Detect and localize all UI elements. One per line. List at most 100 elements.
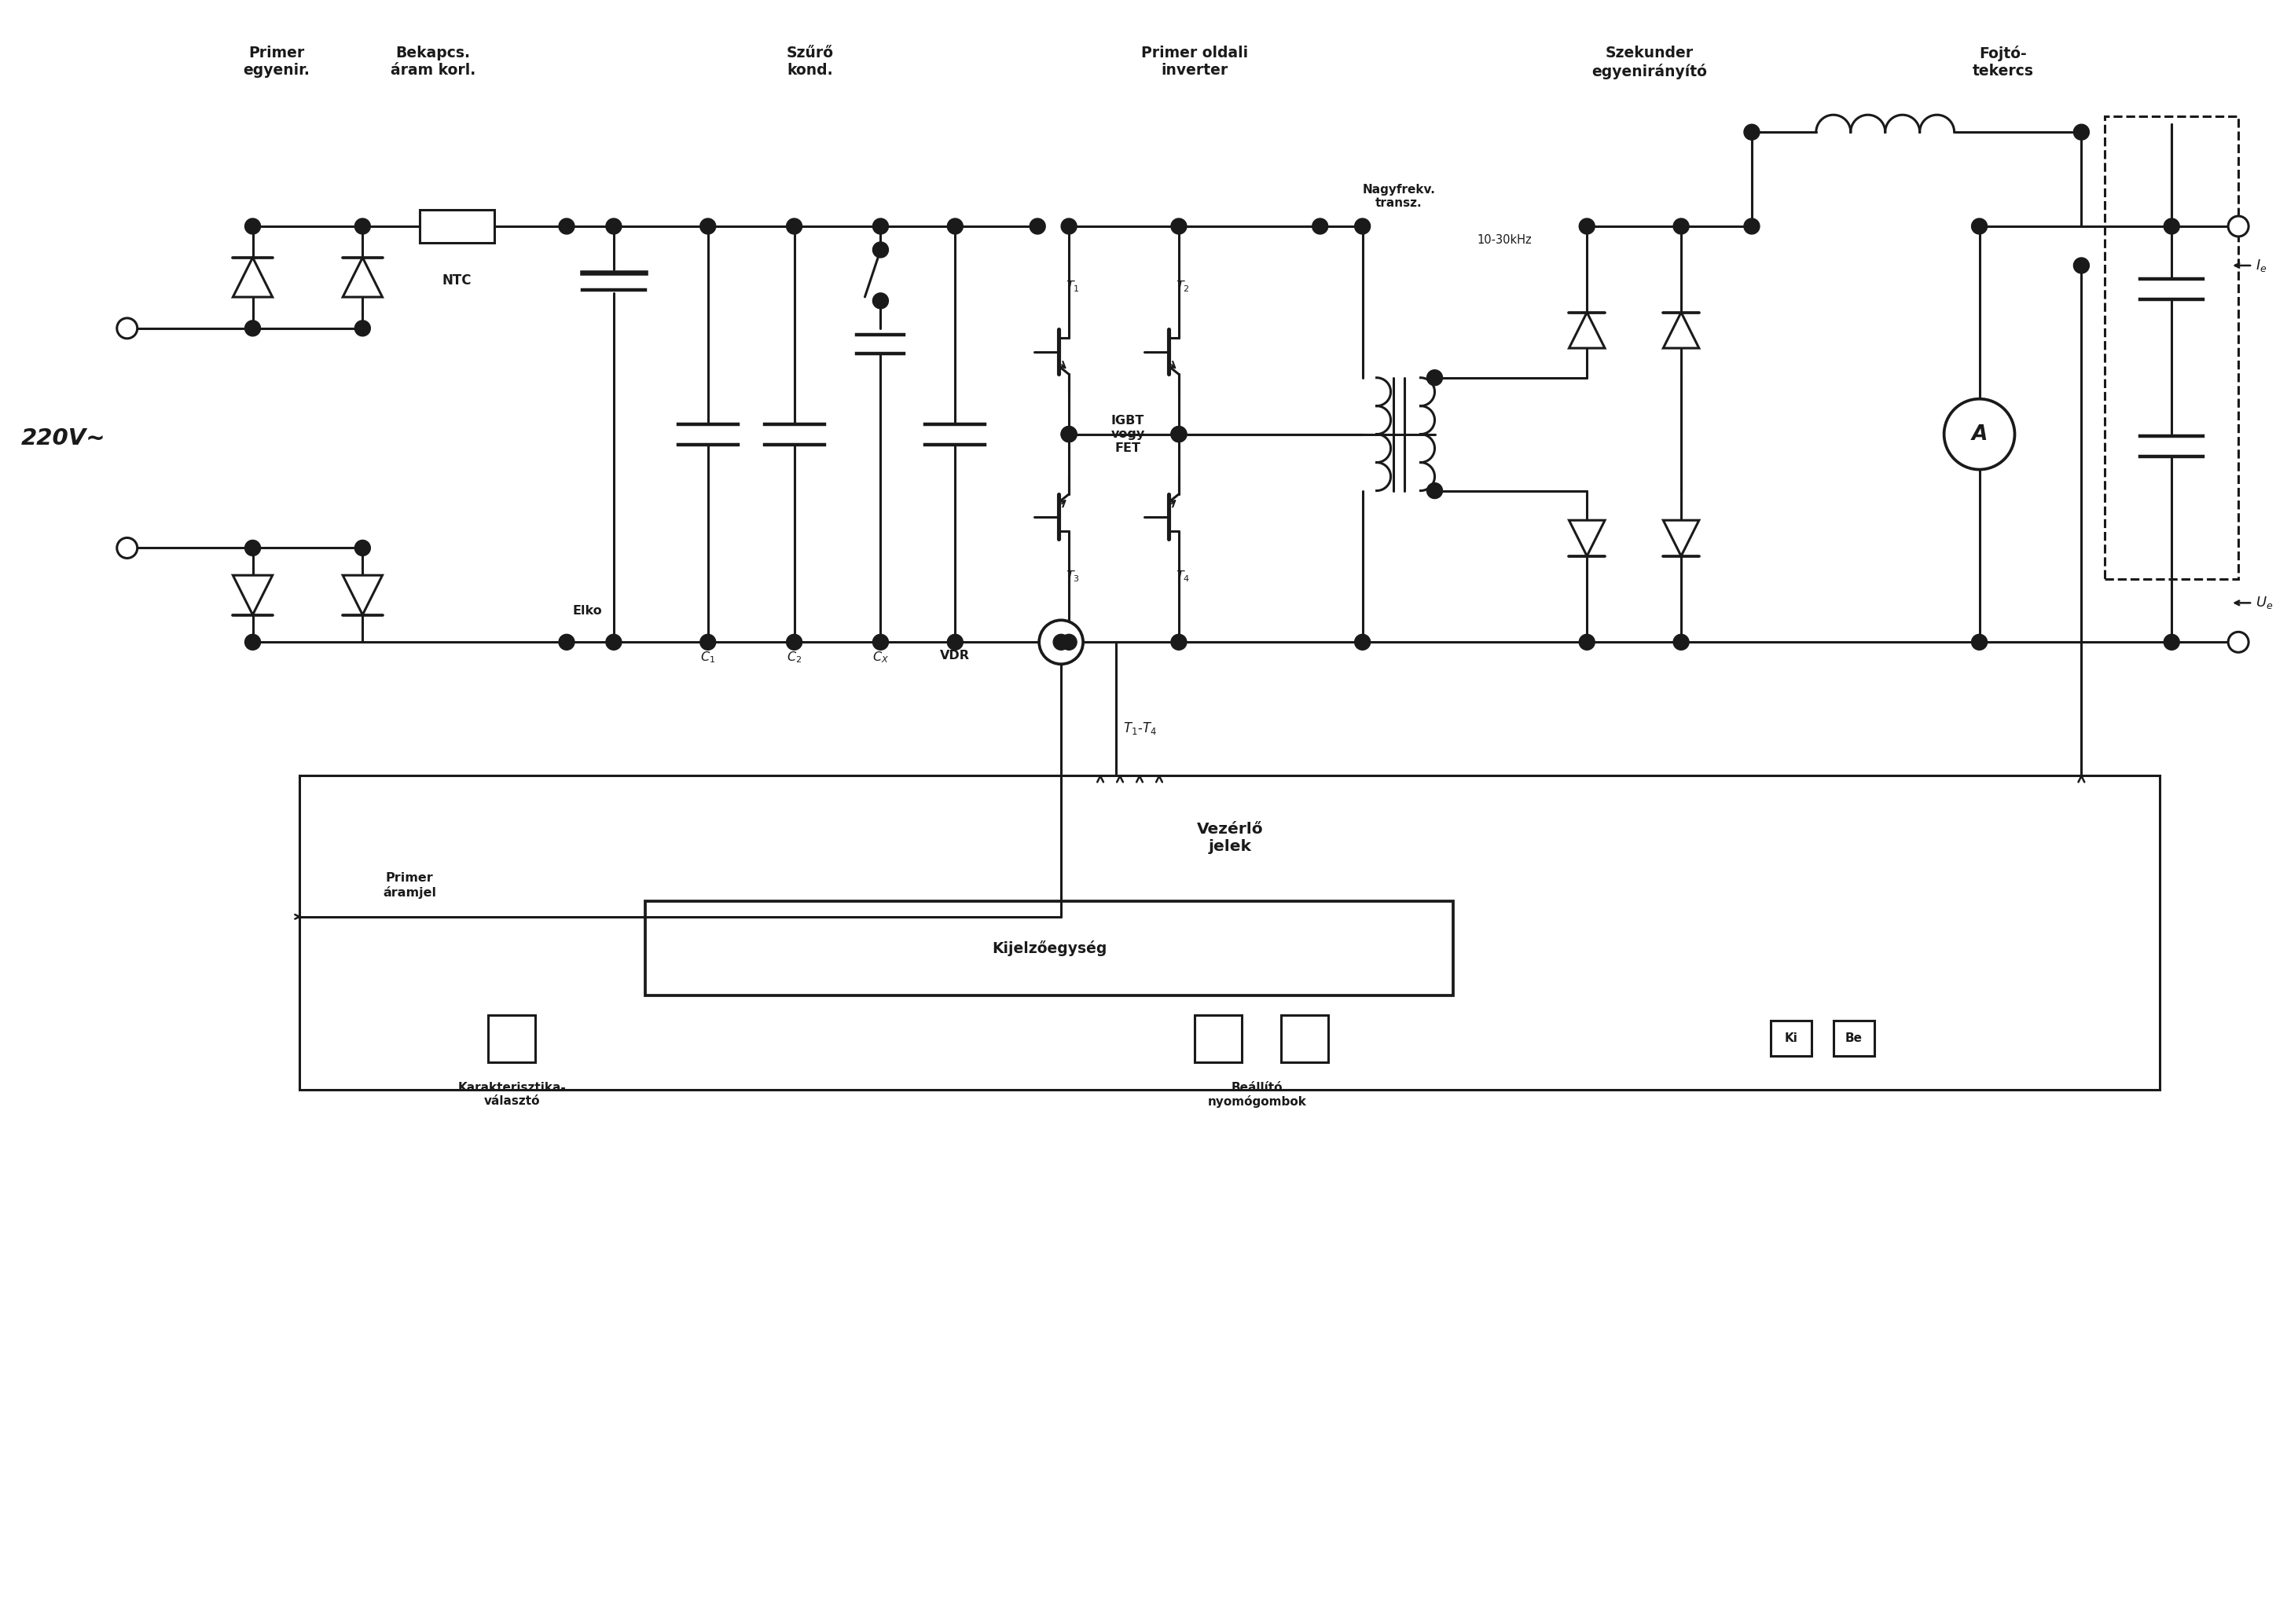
Text: Fojtó-
tekercs: Fojtó- tekercs bbox=[1971, 45, 2033, 80]
Polygon shape bbox=[343, 575, 382, 615]
Circle shape bbox=[1061, 427, 1077, 442]
Text: VDR: VDR bbox=[940, 650, 970, 661]
Circle shape bbox=[874, 292, 887, 309]
Text: A: A bbox=[1971, 424, 1987, 445]
Circle shape bbox=[1427, 370, 1443, 385]
Circle shape bbox=[2228, 216, 2248, 237]
Circle shape bbox=[245, 635, 261, 650]
Circle shape bbox=[1578, 219, 1594, 234]
Bar bbox=[419, 209, 494, 242]
Text: Primer
áramjel: Primer áramjel bbox=[382, 872, 437, 898]
Circle shape bbox=[2074, 125, 2090, 140]
Circle shape bbox=[558, 635, 574, 650]
Circle shape bbox=[947, 635, 963, 650]
Circle shape bbox=[1427, 482, 1443, 499]
Circle shape bbox=[1674, 635, 1690, 650]
Circle shape bbox=[874, 219, 887, 234]
Circle shape bbox=[606, 635, 622, 650]
Circle shape bbox=[874, 635, 887, 650]
Polygon shape bbox=[233, 258, 272, 297]
Circle shape bbox=[947, 219, 963, 234]
Circle shape bbox=[1971, 635, 1987, 650]
Circle shape bbox=[2164, 219, 2180, 234]
Text: Vezérlő
jelek: Vezérlő jelek bbox=[1196, 822, 1262, 854]
Circle shape bbox=[1061, 219, 1077, 234]
Circle shape bbox=[1354, 219, 1370, 234]
Circle shape bbox=[558, 219, 574, 234]
Text: NTC: NTC bbox=[441, 273, 471, 287]
Circle shape bbox=[1674, 219, 1690, 234]
Circle shape bbox=[117, 538, 137, 559]
Text: $I_e$: $I_e$ bbox=[2255, 258, 2266, 273]
Text: Be: Be bbox=[1846, 1033, 1862, 1044]
Circle shape bbox=[1171, 635, 1187, 650]
Text: Szűrő
kond.: Szűrő kond. bbox=[787, 45, 832, 78]
Circle shape bbox=[1029, 219, 1045, 234]
Text: Karakterisztika-
választó: Karakterisztika- választó bbox=[457, 1082, 565, 1108]
Circle shape bbox=[1061, 427, 1077, 442]
Polygon shape bbox=[1569, 312, 1605, 348]
Bar bbox=[300, 776, 2159, 1090]
Text: 10-30kHz: 10-30kHz bbox=[1477, 234, 1532, 245]
Polygon shape bbox=[1663, 520, 1699, 555]
Text: $U_e$: $U_e$ bbox=[2255, 594, 2273, 611]
Circle shape bbox=[245, 541, 261, 555]
Circle shape bbox=[2228, 632, 2248, 653]
Text: $C_X$: $C_X$ bbox=[871, 650, 890, 664]
Circle shape bbox=[1745, 125, 1759, 140]
Circle shape bbox=[1171, 427, 1187, 442]
Bar bbox=[1281, 1015, 1329, 1062]
Circle shape bbox=[606, 219, 622, 234]
Text: $T_4$: $T_4$ bbox=[1176, 568, 1189, 585]
Text: IGBT
vogy
FET: IGBT vogy FET bbox=[1111, 414, 1146, 453]
Circle shape bbox=[1578, 635, 1594, 650]
Circle shape bbox=[2074, 258, 2090, 273]
Text: $C_2$: $C_2$ bbox=[787, 650, 803, 664]
Text: $T_1$-$T_4$: $T_1$-$T_4$ bbox=[1123, 721, 1157, 736]
Circle shape bbox=[874, 242, 887, 258]
Circle shape bbox=[1054, 635, 1068, 650]
Text: Nagyfrekv.
transz.: Nagyfrekv. transz. bbox=[1363, 184, 1434, 209]
Bar bbox=[1770, 1021, 1811, 1056]
Polygon shape bbox=[343, 258, 382, 297]
Text: Elko: Elko bbox=[572, 604, 601, 617]
Circle shape bbox=[245, 320, 261, 336]
Circle shape bbox=[245, 219, 261, 234]
Circle shape bbox=[1061, 635, 1077, 650]
Circle shape bbox=[1313, 219, 1329, 234]
Bar bbox=[1194, 1015, 1242, 1062]
Text: $C_1$: $C_1$ bbox=[700, 650, 716, 664]
Circle shape bbox=[1745, 219, 1759, 234]
Text: Szekunder
egyenirányító: Szekunder egyenirányító bbox=[1592, 45, 1708, 80]
Circle shape bbox=[700, 219, 716, 234]
Circle shape bbox=[354, 219, 370, 234]
Text: $T_2$: $T_2$ bbox=[1176, 279, 1189, 294]
Circle shape bbox=[1171, 427, 1187, 442]
Text: $T_1$: $T_1$ bbox=[1066, 279, 1079, 294]
Text: Primer
egyenir.: Primer egyenir. bbox=[242, 45, 309, 78]
Text: 220V~: 220V~ bbox=[21, 427, 105, 450]
Bar bbox=[645, 901, 1455, 996]
Circle shape bbox=[787, 635, 803, 650]
Text: $T_3$: $T_3$ bbox=[1066, 568, 1079, 585]
Text: Kijelzőegység: Kijelzőegység bbox=[993, 940, 1107, 957]
Text: Bekapcs.
áram korl.: Bekapcs. áram korl. bbox=[391, 45, 476, 78]
Polygon shape bbox=[1569, 520, 1605, 555]
Circle shape bbox=[117, 318, 137, 338]
Polygon shape bbox=[233, 575, 272, 615]
Text: Ki: Ki bbox=[1784, 1033, 1798, 1044]
Circle shape bbox=[1971, 219, 1987, 234]
Bar bbox=[487, 1015, 535, 1062]
Circle shape bbox=[1171, 219, 1187, 234]
Circle shape bbox=[354, 541, 370, 555]
Text: Beállító
nyomógombok: Beállító nyomógombok bbox=[1208, 1082, 1306, 1108]
Circle shape bbox=[1038, 620, 1084, 664]
Polygon shape bbox=[1663, 312, 1699, 348]
Circle shape bbox=[354, 320, 370, 336]
Circle shape bbox=[700, 635, 716, 650]
Text: Primer oldali
inverter: Primer oldali inverter bbox=[1141, 45, 1249, 78]
Bar bbox=[1834, 1021, 1875, 1056]
Circle shape bbox=[1354, 635, 1370, 650]
Circle shape bbox=[1944, 400, 2015, 469]
Circle shape bbox=[787, 219, 803, 234]
